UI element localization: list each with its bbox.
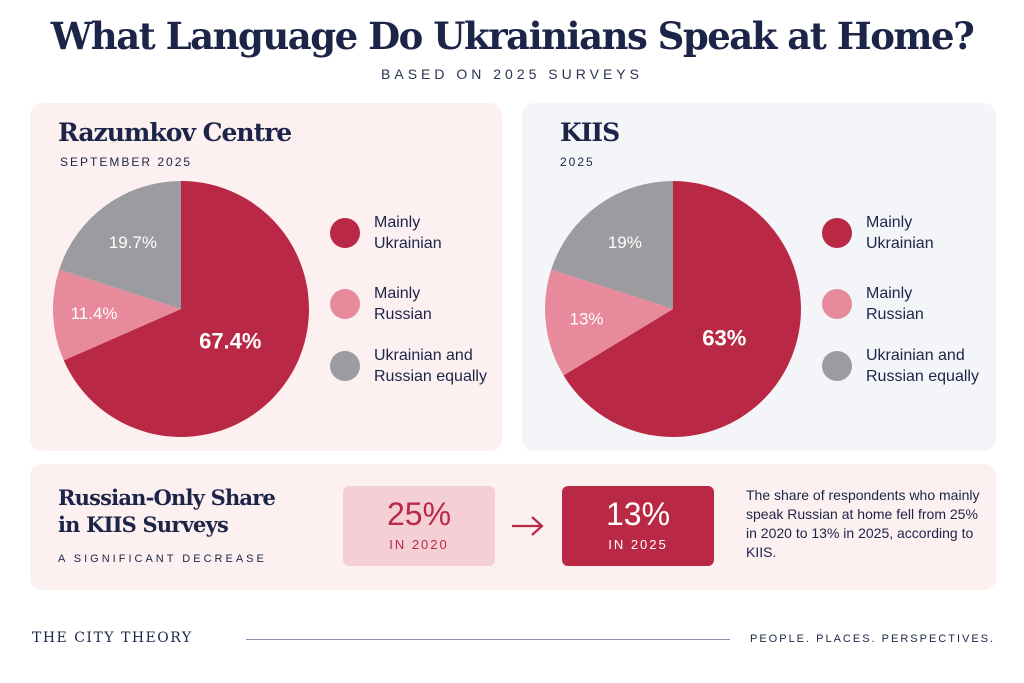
razumkov-legend-mainly-russian: Mainly Russian — [330, 283, 509, 325]
comparison-subtitle: A SIGNIFICANT DECREASE — [58, 553, 267, 565]
equally-swatch — [822, 351, 852, 381]
equally-swatch — [330, 351, 360, 381]
mainly-ukrainian-swatch — [822, 218, 852, 248]
footer-divider — [246, 639, 730, 640]
mainly-russian-swatch — [822, 289, 852, 319]
pie-data-label: 11.4% — [71, 304, 118, 323]
comparison-note: The share of respondents who mainly spea… — [746, 487, 980, 560]
mainly-ukrainian-swatch — [330, 218, 360, 248]
pie-slice-ukrainian-and-russian-equally — [551, 181, 673, 309]
comparison-title: Russian-Only Share in KIIS Surveys — [58, 485, 276, 537]
kiis-title: KIIS — [560, 118, 620, 147]
kiis-subtitle: 2025 — [560, 155, 595, 169]
razumkov-pie-chart: 67.4% 11.4% 19.7% — [52, 181, 309, 437]
legend-label: Ukrainian and Russian equally — [374, 347, 487, 385]
razumkov-legend-mainly-ukrainian: Mainly Ukrainian — [330, 212, 509, 254]
legend-label: Mainly Ukrainian — [374, 214, 442, 252]
kiis-pie-chart: 63% 13% 19% — [545, 181, 801, 437]
stat-2025-value: 13% — [605, 496, 671, 532]
pie-data-label: 13% — [570, 310, 604, 329]
pie-slice-mainly-russian — [545, 269, 673, 376]
arrow-right-icon — [512, 516, 544, 536]
footer-brand: THE CITY THEORY — [32, 630, 193, 646]
pie-data-label: 63% — [702, 325, 746, 350]
stat-2020-label: IN 2020 — [389, 537, 449, 552]
kiis-legend-mainly-russian: Mainly Russian — [822, 283, 1001, 325]
pie-slice-mainly-ukrainian — [563, 181, 801, 437]
mainly-russian-swatch — [330, 289, 360, 319]
kiis-legend-equally: Ukrainian and Russian equally — [822, 345, 1001, 387]
page-subtitle: BASED ON 2025 SURVEYS — [381, 66, 643, 82]
razumkov-title: Razumkov Centre — [58, 118, 292, 147]
pie-data-label: 67.4% — [199, 329, 261, 354]
legend-label: Mainly Russian — [374, 285, 432, 323]
razumkov-legend-equally: Ukrainian and Russian equally — [330, 345, 509, 387]
pie-data-label: 19.7% — [109, 233, 157, 252]
stat-2025-label: IN 2025 — [608, 537, 668, 552]
footer-tagline: PEOPLE. PLACES. PERSPECTIVES. — [750, 633, 996, 645]
legend-label: Mainly Russian — [866, 285, 924, 323]
legend-label: Mainly Ukrainian — [866, 214, 934, 252]
pie-slice-mainly-russian — [52, 269, 181, 361]
stat-2025: 13% IN 2025 — [562, 486, 714, 566]
pie-data-label: 19% — [608, 233, 642, 252]
page-title: What Language Do Ukrainians Speak at Hom… — [50, 14, 975, 58]
pie-slice-ukrainian-and-russian-equally — [59, 181, 181, 309]
kiis-legend-mainly-ukrainian: Mainly Ukrainian — [822, 212, 1001, 254]
razumkov-subtitle: SEPTEMBER 2025 — [60, 155, 193, 169]
stat-2020-value: 25% — [386, 496, 452, 532]
legend-label: Ukrainian and Russian equally — [866, 347, 979, 385]
stat-2020: 25% IN 2020 — [343, 486, 495, 566]
pie-slice-mainly-ukrainian — [63, 181, 309, 437]
